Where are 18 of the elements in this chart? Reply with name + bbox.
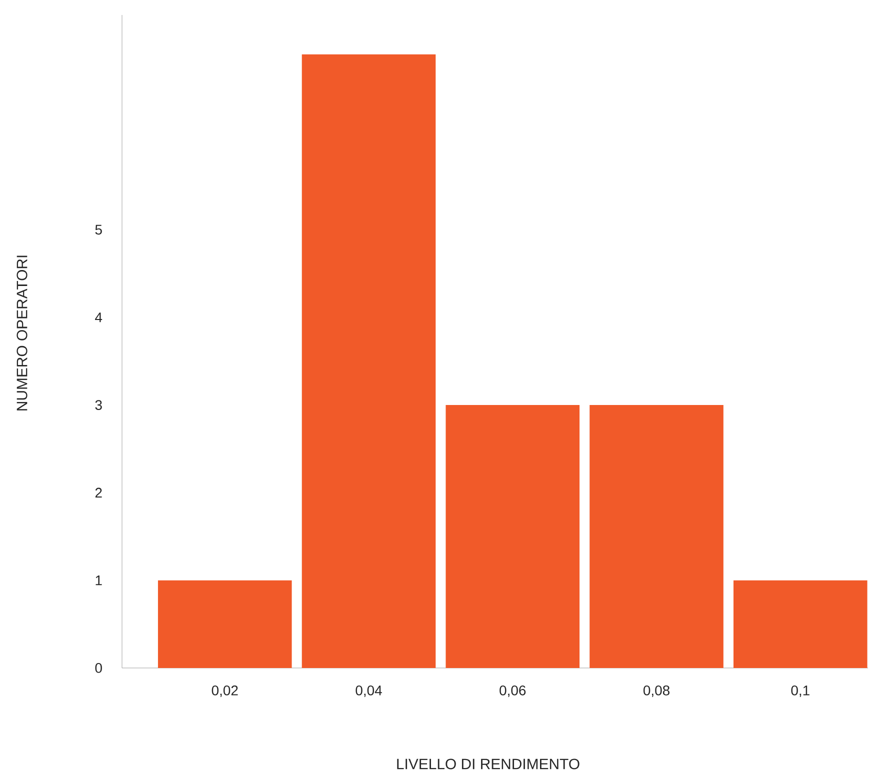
bar [446, 405, 580, 668]
bar [302, 54, 436, 668]
x-tick-label: 0,08 [643, 685, 670, 698]
y-tick-label: 0 [95, 663, 102, 673]
y-tick-label: 5 [95, 224, 102, 235]
x-tick-label: 0,1 [791, 685, 810, 698]
x-tick-label: 0,04 [356, 685, 382, 698]
bar [158, 580, 292, 668]
x-axis-title: LIVELLO DI RENDIMENTO [397, 758, 580, 770]
y-tick-label: 3 [95, 400, 102, 410]
bar [590, 405, 724, 668]
x-tick-label: 0,06 [500, 685, 526, 698]
bar [733, 580, 868, 668]
x-tick-label: 0,02 [212, 685, 238, 698]
y-axis-title: NUMERO OPERATORI [16, 256, 28, 410]
y-tick-label: 2 [95, 488, 102, 498]
y-tick-label: 1 [96, 576, 102, 586]
y-tick-label: 4 [95, 312, 102, 322]
